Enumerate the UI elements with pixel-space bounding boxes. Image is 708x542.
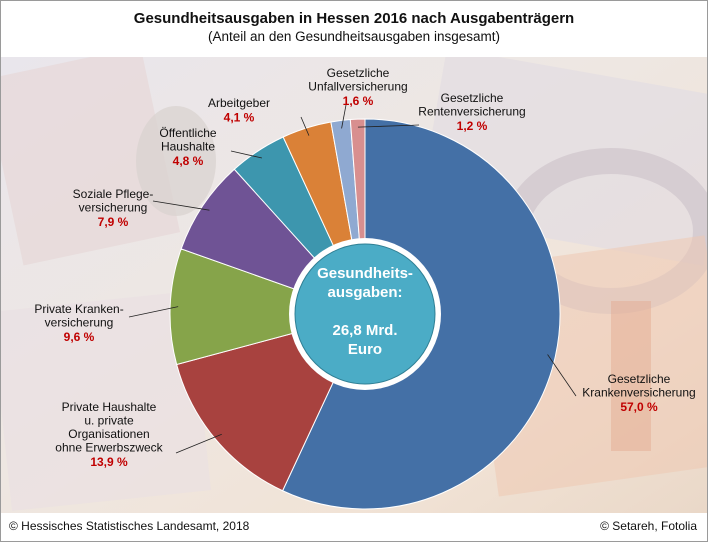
slice-label-5: Öffentliche (159, 126, 216, 140)
center-label-line: Gesundheits- (317, 265, 413, 282)
slice-label-2: u. private (84, 414, 134, 428)
chart-subtitle: (Anteil an den Gesundheitsausgaben insge… (208, 29, 500, 44)
slice-label-8: Gesetzliche (441, 91, 504, 105)
banknote-shape (611, 301, 651, 451)
slice-label-7: Gesetzliche (327, 66, 390, 80)
slice-value-6: 4,1 % (224, 111, 255, 125)
leader-line-3 (128, 306, 179, 318)
slice-label-3: versicherung (45, 316, 114, 330)
slice-label-2: ohne Erwerbszweck (55, 441, 163, 455)
slice-label-7: Unfallversicherung (308, 80, 407, 94)
leader-line-6 (300, 116, 310, 136)
slice-label-4: Soziale Pflege- (73, 187, 154, 201)
slice-value-5: 4,8 % (173, 154, 204, 168)
footer-band (1, 513, 707, 541)
header-band (1, 1, 707, 57)
slice-value-4: 7,9 % (98, 215, 129, 229)
leader-line-5 (230, 150, 263, 159)
slice-label-2: Private Haushalte (62, 400, 157, 414)
slice-label-3: Private Kranken- (34, 302, 123, 316)
slice-label-1: Gesetzliche (608, 372, 671, 386)
footer-source: © Hessisches Statistisches Landesamt, 20… (9, 519, 250, 533)
banknote-shape (1, 291, 211, 511)
slices-group (169, 118, 561, 510)
leader-line-4 (152, 200, 210, 211)
slice-label-1: Krankenversicherung (582, 386, 695, 400)
coin-shape (136, 106, 216, 216)
slice-label-2: Organisationen (68, 427, 149, 441)
slice-value-1: 57,0 % (620, 400, 658, 414)
slice-label-8: Rentenversicherung (418, 105, 525, 119)
chart-title: Gesundheitsausgaben in Hessen 2016 nach … (133, 10, 575, 27)
center-label-line: ausgaben: (327, 284, 402, 301)
center-group: Gesundheits-ausgaben: 26,8 Mrd. Euro (289, 238, 441, 390)
footer-image-credit: © Setareh, Fotolia (600, 519, 697, 533)
leader-lines-group (128, 104, 577, 454)
leader-line-2 (175, 433, 222, 454)
slice-value-3: 9,6 % (64, 330, 95, 344)
slice-value-8: 1,2 % (457, 119, 488, 133)
center-circle (294, 243, 436, 385)
leader-line-1 (547, 354, 577, 397)
slice-label-4: versicherung (79, 201, 148, 215)
banknote-shape (1, 46, 181, 266)
slice-label-6: Arbeitgeber (208, 96, 270, 110)
center-label-line: Euro (348, 341, 382, 358)
slice-value-2: 13,9 % (90, 455, 128, 469)
center-label-line: 26,8 Mrd. (332, 322, 397, 339)
leader-line-8 (357, 124, 420, 128)
leader-line-7 (341, 104, 347, 129)
slice-label-5: Haushalte (161, 140, 215, 154)
slice-value-7: 1,6 % (343, 94, 374, 108)
